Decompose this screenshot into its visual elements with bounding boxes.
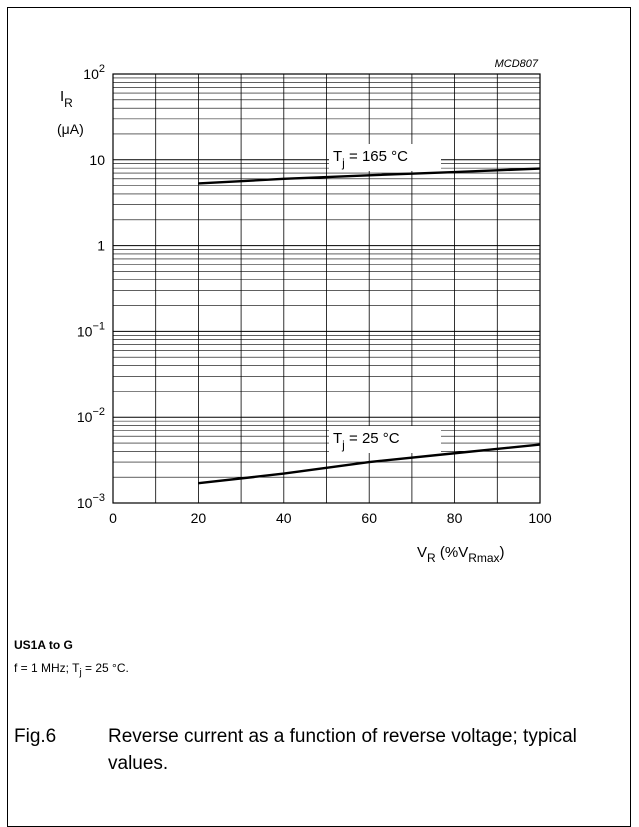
grid xyxy=(113,74,540,503)
x-tick-label: 100 xyxy=(528,510,552,526)
chart-code: MCD807 xyxy=(495,58,539,70)
x-tick-label: 80 xyxy=(447,510,463,526)
chart: 0 20 40 60 80 100 102 10 1 10−1 10−2 10−3 IR (μA) VR (… xyxy=(57,58,552,565)
y-tick-label: 10 xyxy=(89,152,105,168)
series-label-bg xyxy=(329,144,441,171)
test-conditions: f = 1 MHz; Tj = 25 °C. xyxy=(14,661,129,678)
x-tick-label: 20 xyxy=(191,510,207,526)
device-name: US1A to G xyxy=(14,638,73,652)
series-label-bg xyxy=(329,426,441,453)
figure-number: Fig.6 xyxy=(14,726,57,747)
x-axis-label: VR (%VRmax) xyxy=(417,544,505,565)
curves xyxy=(198,167,541,485)
y-tick-label: 10−3 xyxy=(77,492,105,511)
x-tick-label: 60 xyxy=(361,510,377,526)
cond-sub: j xyxy=(79,667,82,679)
cond-pre: f = 1 MHz; T xyxy=(14,661,80,675)
x-tick-label: 40 xyxy=(276,510,292,526)
y-axis-unit: (μA) xyxy=(57,121,84,137)
series-label: Tj = 165 °C xyxy=(333,148,408,170)
labels: 0 20 40 60 80 100 102 10 1 10−1 10−2 10−3 IR (μA) VR (… xyxy=(57,58,552,565)
plot-border xyxy=(112,73,541,504)
figure-title: Reverse current as a function of reverse… xyxy=(108,726,577,774)
x-tick-label: 0 xyxy=(109,510,117,526)
y-tick-label: 1 xyxy=(97,238,105,254)
cond-post: = 25 °C. xyxy=(81,661,129,675)
caption-block: US1A to G f = 1 MHz; Tj = 25 °C. xyxy=(14,638,129,678)
series-line xyxy=(198,443,541,485)
series-line xyxy=(198,167,541,185)
y-tick-label: 102 xyxy=(83,63,105,82)
y-axis-label: IR xyxy=(60,88,73,110)
series-label: Tj = 25 °C xyxy=(333,430,400,452)
y-tick-label: 10−1 xyxy=(77,320,105,339)
y-tick-label: 10−2 xyxy=(77,406,105,425)
